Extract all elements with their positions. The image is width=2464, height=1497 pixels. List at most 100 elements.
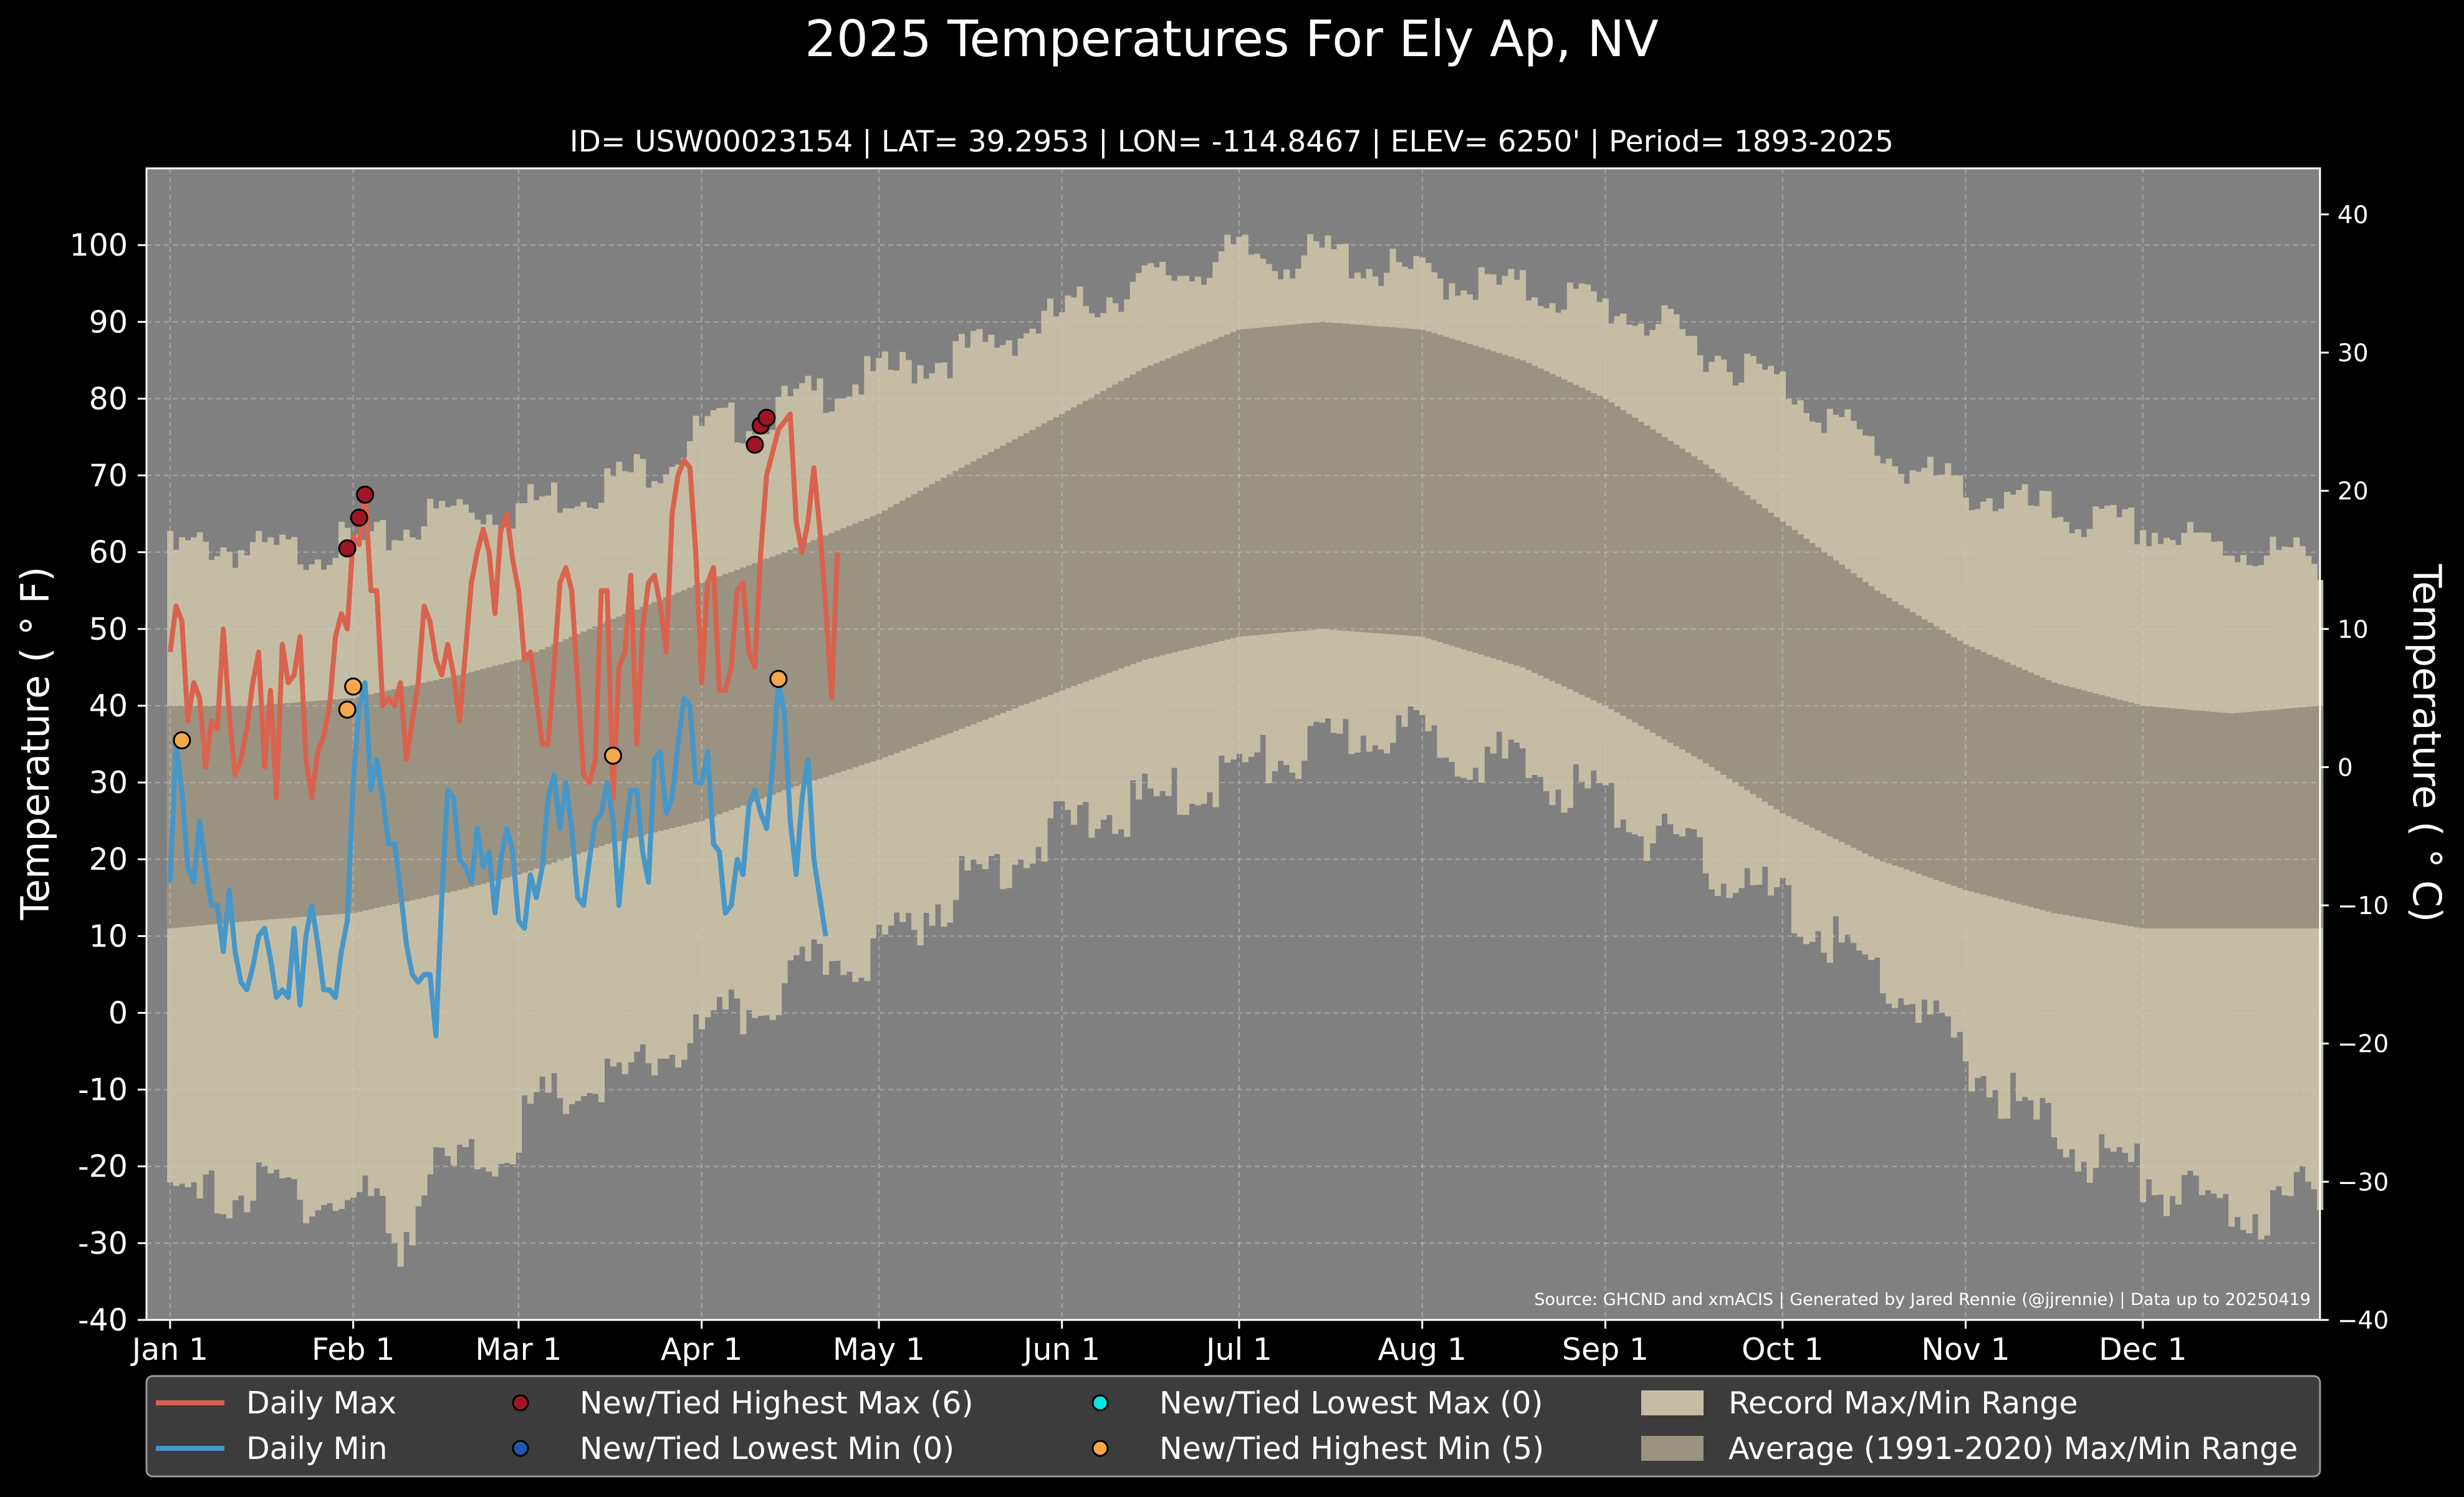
y-tick-label-left: 30 xyxy=(89,765,128,801)
average-range-bar xyxy=(1644,425,1651,729)
marker-highest-max xyxy=(757,408,776,427)
average-range-bar xyxy=(1744,495,1751,791)
average-range-bar xyxy=(1313,322,1320,630)
marker-highest-min xyxy=(338,700,357,719)
average-range-bar xyxy=(881,510,888,758)
average-range-bar xyxy=(1762,508,1768,802)
average-range-bar xyxy=(1277,325,1284,633)
average-range-bar xyxy=(917,491,924,744)
average-range-bar xyxy=(1354,324,1361,632)
average-range-bar xyxy=(474,670,481,886)
legend-label: Daily Max xyxy=(246,1385,396,1421)
average-range-bar xyxy=(604,621,611,844)
y-tick-label-right: −30 xyxy=(2337,1168,2389,1196)
average-range-bar xyxy=(799,545,806,785)
average-range-bar xyxy=(1502,355,1508,662)
average-range-bar xyxy=(208,705,215,925)
marker-highest-min xyxy=(604,746,623,765)
y-axis-label-right: Temperature ( ° C) xyxy=(2404,564,2450,923)
y-tick-label-right: 0 xyxy=(2337,754,2353,782)
average-range-bar xyxy=(1248,328,1255,636)
average-range-bar xyxy=(1950,637,1957,886)
average-range-bar xyxy=(911,494,918,747)
average-range-bar xyxy=(1614,406,1621,713)
average-range-bar xyxy=(2039,677,2046,910)
average-range-bar xyxy=(1366,325,1373,633)
average-range-bar xyxy=(787,549,794,789)
average-range-bar xyxy=(1508,357,1515,664)
average-range-bar xyxy=(852,523,859,768)
average-range-bar xyxy=(2069,687,2076,917)
average-range-bar xyxy=(1909,612,1916,872)
average-range-bar xyxy=(1295,324,1302,632)
average-range-bar xyxy=(1000,445,1007,713)
average-range-bar xyxy=(621,614,628,840)
average-range-bar xyxy=(810,540,818,781)
chart-title: 2025 Temperatures For Ely Ap, NV xyxy=(805,10,1659,68)
average-range-bar xyxy=(2193,710,2200,929)
average-range-bar xyxy=(1171,355,1178,653)
average-range-bar xyxy=(368,694,375,910)
marker-highest-max xyxy=(356,485,375,504)
average-range-bar xyxy=(203,705,209,925)
average-range-bar xyxy=(757,561,764,799)
average-range-bar xyxy=(1656,433,1662,736)
marker-highest-min xyxy=(173,731,191,749)
average-range-bar xyxy=(1880,594,1887,862)
average-range-bar xyxy=(1980,652,1987,895)
average-range-bar xyxy=(450,676,458,892)
y-tick-label-left: -30 xyxy=(78,1226,128,1261)
average-range-bar xyxy=(2074,688,2081,917)
average-range-bar xyxy=(1874,590,1881,860)
x-tick-label: Mar 1 xyxy=(475,1332,562,1367)
average-range-bar xyxy=(1685,452,1692,753)
average-range-bar xyxy=(1283,325,1290,633)
average-range-bar xyxy=(1318,322,1325,629)
average-range-bar xyxy=(563,639,570,859)
average-range-bar xyxy=(1490,351,1497,658)
average-range-bar xyxy=(1325,322,1331,630)
average-range-bar xyxy=(421,682,428,898)
average-range-bar xyxy=(486,667,492,883)
average-range-bar xyxy=(2175,708,2182,929)
average-range-bar xyxy=(586,628,593,850)
x-tick-label: Jul 1 xyxy=(1204,1332,1272,1367)
legend-box xyxy=(145,1375,2321,1478)
average-range-bar xyxy=(267,704,274,920)
average-range-bar xyxy=(1088,397,1095,680)
average-range-bar xyxy=(1076,404,1083,684)
average-range-bar xyxy=(220,705,227,924)
average-range-bar xyxy=(840,528,847,771)
average-range-bar xyxy=(344,698,351,914)
average-range-bar xyxy=(1360,325,1367,632)
average-range-bar xyxy=(1833,560,1839,839)
average-range-bar xyxy=(1584,390,1591,698)
average-range-bar xyxy=(1206,341,1213,644)
average-range-bar xyxy=(781,552,788,791)
average-range-bar xyxy=(515,660,522,875)
average-range-bar xyxy=(533,652,540,869)
average-range-bar xyxy=(1814,547,1821,831)
average-range-bar xyxy=(1525,363,1532,670)
y-tick-label-left: 40 xyxy=(89,688,128,724)
average-range-bar xyxy=(675,592,682,827)
average-range-bar xyxy=(1573,385,1580,692)
average-range-bar xyxy=(527,654,534,871)
average-range-bar xyxy=(1260,327,1267,635)
average-range-bar xyxy=(1838,564,1845,842)
average-range-bar xyxy=(1738,491,1745,787)
average-range-bar xyxy=(2234,713,2241,929)
average-range-bar xyxy=(237,705,244,922)
average-range-bar xyxy=(2187,710,2193,929)
average-range-bar xyxy=(1998,660,2005,900)
average-range-bar xyxy=(645,604,652,834)
average-range-bar xyxy=(1029,430,1036,702)
average-range-bar xyxy=(1903,608,1910,870)
average-range-bar xyxy=(2198,711,2205,929)
average-range-bar xyxy=(2057,684,2064,915)
average-range-bar xyxy=(2086,691,2093,920)
average-range-bar xyxy=(1620,410,1627,716)
average-range-bar xyxy=(934,481,942,738)
y-tick-label-left: -10 xyxy=(78,1072,128,1108)
average-range-bar xyxy=(651,602,658,833)
